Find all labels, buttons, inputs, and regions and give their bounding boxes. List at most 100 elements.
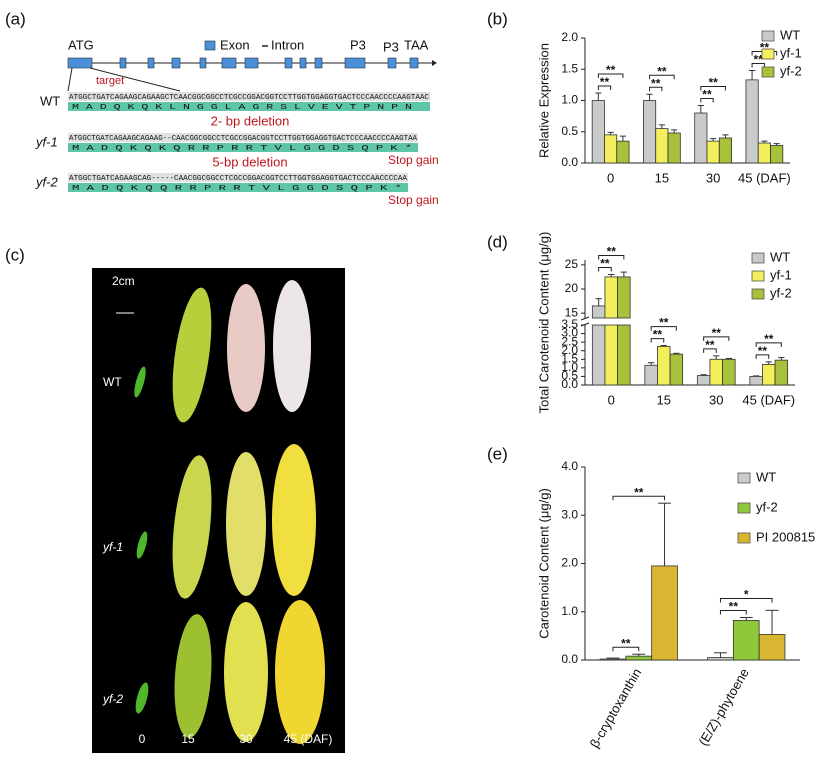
mutation-result: Stop gain <box>388 193 439 207</box>
protein-seq: M A D Q K Q K Q R R P R R T V L G G D S … <box>72 145 412 153</box>
dna-band <box>68 133 418 142</box>
bar <box>599 658 627 661</box>
bar <box>625 655 653 661</box>
protein-band <box>68 102 430 111</box>
bar <box>604 134 618 164</box>
significance-label: ** <box>708 76 718 90</box>
significance-label: ** <box>760 41 770 55</box>
legend-swatch <box>751 288 765 300</box>
bar <box>616 140 630 164</box>
y-tick-label: 0.5 <box>561 369 578 383</box>
fruit-photo: 2cm WT yf-1 yf-2 0 15 30 45 (DAF) <box>92 268 345 753</box>
day-label: 45 (DAF) <box>284 732 333 746</box>
bar <box>706 140 720 164</box>
y-tick-label: 3.5 <box>561 317 578 331</box>
bar <box>644 364 658 386</box>
significance-bracket <box>755 342 782 347</box>
y-tick-label: 1.0 <box>561 604 578 618</box>
legend-label: yf-2 <box>756 499 778 514</box>
bar <box>591 100 605 164</box>
legend-label: WT <box>770 249 790 264</box>
significance-bracket <box>719 610 747 615</box>
bar <box>722 358 736 386</box>
significance-label: ** <box>600 257 610 271</box>
panel-label: (c) <box>5 245 25 264</box>
significance-label: ** <box>651 76 661 90</box>
genotype: WT <box>40 93 60 108</box>
significance-label: ** <box>729 600 739 614</box>
zoom-line <box>89 67 181 92</box>
x-tick-label: (E/Z)-phytoene <box>695 666 751 749</box>
protein-band <box>68 143 418 152</box>
significance-bracket <box>598 267 612 272</box>
significance-bracket <box>612 646 640 652</box>
legend-label: WT <box>780 27 800 42</box>
mutation-result: Stop gain <box>388 153 439 167</box>
significance-label: ** <box>606 63 616 77</box>
dna-seq: ATGGCTGATCAGAAGCAGAAGCTCAACGGCGGCCTCGCCG… <box>69 94 429 102</box>
y-tick-label: 15 <box>565 305 579 319</box>
legend-swatch <box>737 532 751 544</box>
row-label: yf-2 <box>102 692 123 706</box>
significance-bracket <box>751 63 765 68</box>
bar <box>696 375 711 386</box>
y-tick-label: 2.5 <box>561 334 578 348</box>
significance-label: * <box>744 588 749 602</box>
significance-bracket <box>703 336 730 341</box>
significance-label: ** <box>657 64 667 78</box>
significance-label: ** <box>634 485 644 499</box>
protein-seq: M A D Q K Q K L N G G L A G R S L V E V … <box>72 104 412 112</box>
significance-bracket <box>649 86 663 92</box>
legend-swatch <box>761 30 775 42</box>
bar <box>617 276 631 319</box>
bar <box>709 358 723 386</box>
significance-label: ** <box>712 326 722 340</box>
significance-bracket <box>703 348 717 353</box>
panel-label: (e) <box>487 444 508 463</box>
genotype: yf-2 <box>35 174 58 189</box>
legend-label: PI 200815 <box>756 529 815 544</box>
x-tick-label: 30 <box>709 392 723 407</box>
bar <box>774 359 789 386</box>
significance-label: ** <box>653 328 663 342</box>
significance-label: ** <box>764 332 774 346</box>
axis-break <box>580 316 590 321</box>
significance-bracket <box>700 98 714 103</box>
bar <box>732 620 760 661</box>
row-label: yf-1 <box>102 540 123 554</box>
panel-label: (d) <box>487 232 508 251</box>
day-label: 0 <box>139 732 146 746</box>
gene-model: ATG TAA Exon Intron P3 P3 target WT ATGG… <box>35 37 439 207</box>
legend-label: yf-1 <box>770 267 792 282</box>
bar <box>617 324 631 386</box>
y-tick-label: 0.0 <box>561 377 578 391</box>
legend-swatch <box>761 48 775 60</box>
target-label: target <box>96 75 124 87</box>
bar <box>604 324 618 386</box>
significance-bracket <box>650 338 665 343</box>
significance-label: ** <box>621 636 631 650</box>
primer: P3 <box>350 37 366 52</box>
exon-key-label: Exon <box>220 37 250 52</box>
legend-label: yf-2 <box>780 63 802 78</box>
y-tick-label: 1.5 <box>561 61 578 75</box>
bar <box>694 112 708 164</box>
x-tick-label: 15 <box>657 392 671 407</box>
bar <box>749 376 763 386</box>
y-axis-label: Total Carotenoid Content (μg/g) <box>536 232 551 414</box>
day-label: 30 <box>239 732 253 746</box>
bar <box>657 346 671 386</box>
bar <box>770 145 784 164</box>
exon-key <box>204 40 216 51</box>
legend-swatch <box>751 270 765 282</box>
significance-bracket <box>612 495 666 501</box>
legend-swatch <box>737 472 751 484</box>
bar <box>718 137 732 164</box>
genotype: yf-1 <box>35 134 58 149</box>
y-tick-label: 3.0 <box>561 507 578 521</box>
mutation-note: 2- bp deletion <box>211 113 290 128</box>
significance-label: ** <box>600 75 610 89</box>
y-tick-label: 0.5 <box>561 124 578 138</box>
y-tick-label: 20 <box>565 281 579 295</box>
